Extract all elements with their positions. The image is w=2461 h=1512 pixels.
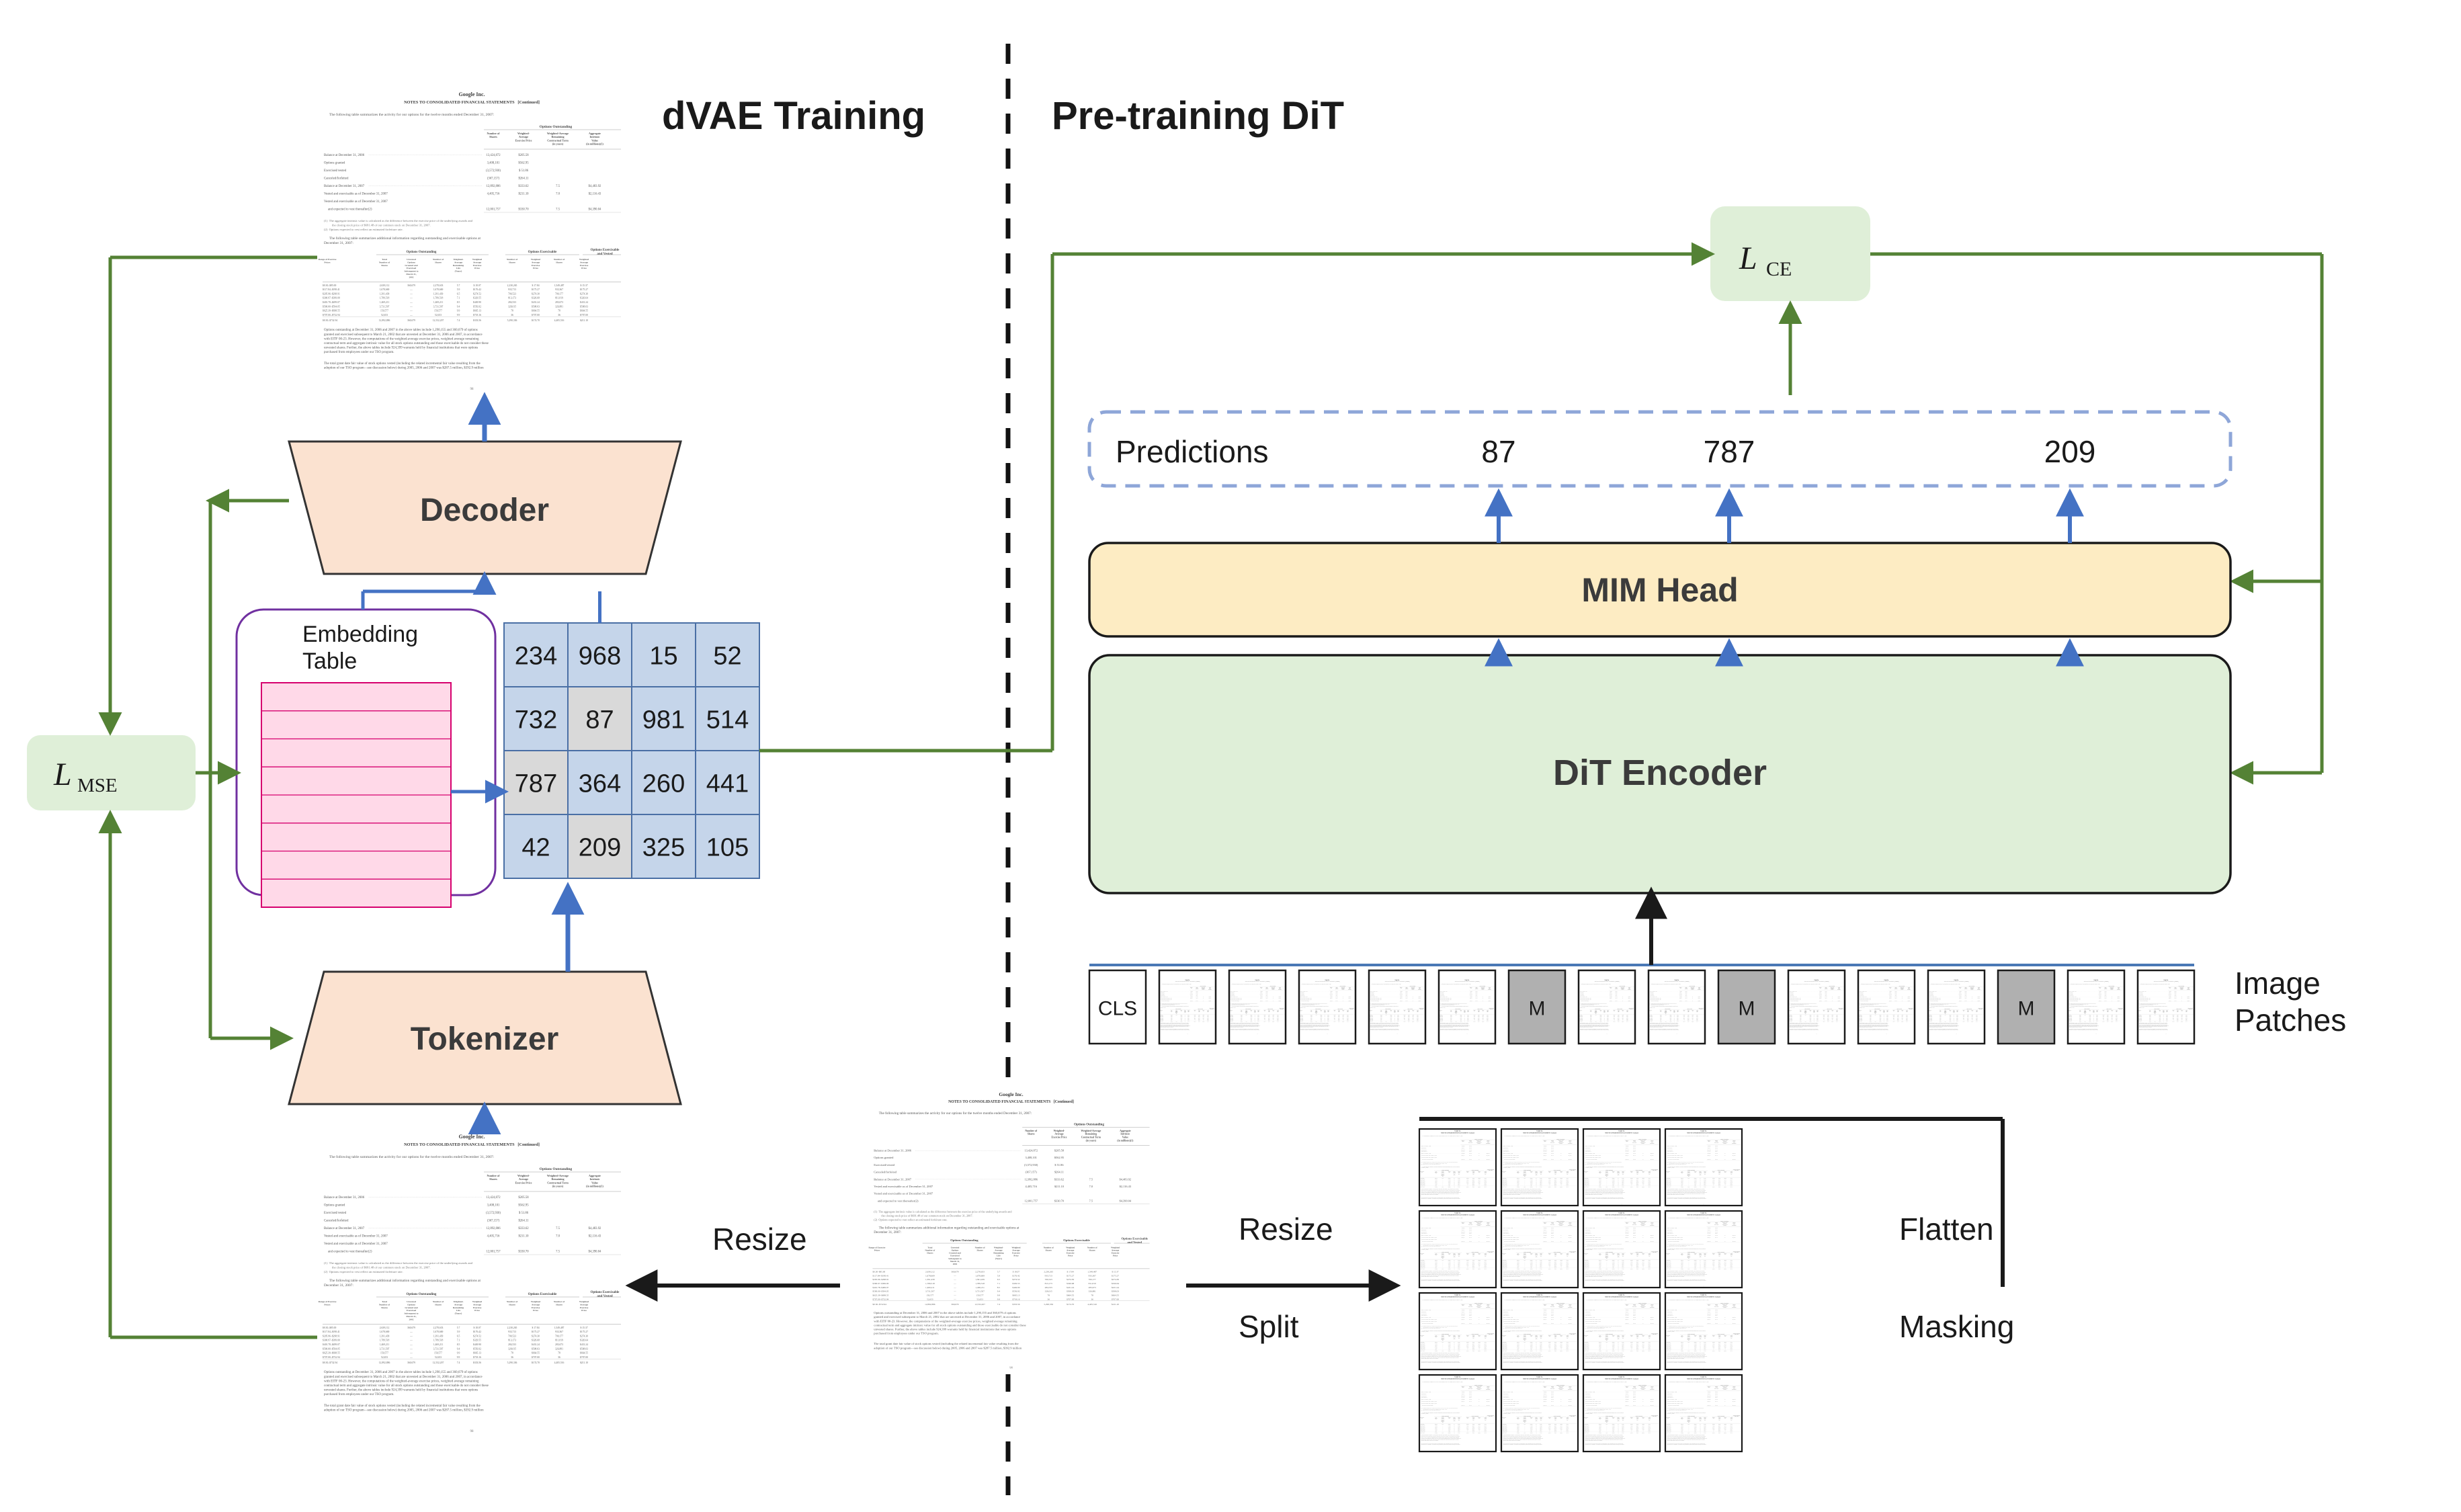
- svg-text:Tokenizer: Tokenizer: [411, 1021, 559, 1057]
- svg-text:Split: Split: [1239, 1309, 1299, 1344]
- svg-text:M: M: [1739, 998, 1755, 1020]
- svg-text:dVAE Training: dVAE Training: [662, 94, 925, 138]
- svg-text:L: L: [1739, 241, 1757, 276]
- svg-text:87: 87: [585, 706, 614, 734]
- svg-text:787: 787: [515, 770, 557, 798]
- svg-text:M: M: [1529, 998, 1546, 1020]
- svg-text:Flatten: Flatten: [1899, 1212, 1994, 1247]
- svg-text:Embedding: Embedding: [302, 622, 418, 647]
- svg-text:Pre-training DiT: Pre-training DiT: [1052, 94, 1344, 138]
- svg-text:732: 732: [515, 706, 557, 734]
- svg-text:Patches: Patches: [2235, 1003, 2346, 1038]
- svg-text:787: 787: [1704, 434, 1755, 469]
- svg-text:968: 968: [579, 642, 621, 671]
- svg-text:87: 87: [1481, 434, 1515, 469]
- svg-text:Resize: Resize: [1239, 1212, 1333, 1247]
- svg-text:364: 364: [579, 770, 621, 798]
- svg-text:Resize: Resize: [712, 1222, 807, 1257]
- svg-text:L: L: [53, 757, 72, 792]
- svg-text:Decoder: Decoder: [420, 493, 549, 528]
- svg-text:325: 325: [642, 834, 685, 862]
- svg-text:105: 105: [706, 834, 749, 862]
- svg-text:514: 514: [706, 706, 749, 734]
- svg-text:42: 42: [522, 834, 550, 862]
- svg-text:CE: CE: [1766, 258, 1792, 280]
- svg-text:Masking: Masking: [1899, 1309, 2014, 1344]
- svg-text:981: 981: [642, 706, 685, 734]
- svg-text:Image: Image: [2235, 966, 2321, 1001]
- svg-text:209: 209: [2044, 434, 2096, 469]
- svg-text:CLS: CLS: [1098, 998, 1137, 1020]
- svg-text:MSE: MSE: [77, 775, 118, 796]
- svg-text:MIM Head: MIM Head: [1581, 571, 1738, 609]
- svg-text:Table: Table: [302, 648, 357, 674]
- svg-text:M: M: [2018, 998, 2035, 1020]
- svg-text:52: 52: [713, 642, 741, 671]
- svg-text:441: 441: [706, 770, 749, 798]
- svg-text:Predictions: Predictions: [1116, 434, 1269, 469]
- svg-text:DiT Encoder: DiT Encoder: [1553, 753, 1767, 793]
- svg-text:234: 234: [515, 642, 557, 671]
- svg-text:260: 260: [642, 770, 685, 798]
- svg-text:209: 209: [579, 834, 621, 862]
- svg-text:15: 15: [649, 642, 677, 671]
